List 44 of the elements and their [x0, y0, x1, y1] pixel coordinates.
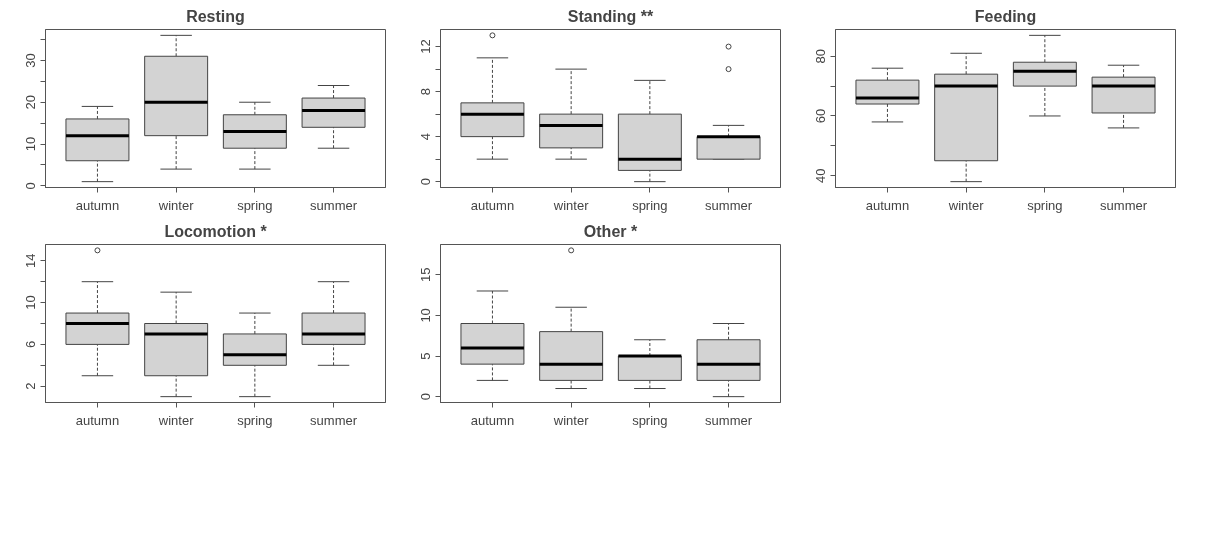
chart-title: Resting — [186, 7, 245, 25]
chart-title: Standing ** — [567, 7, 654, 25]
x-tick-label: spring — [632, 412, 668, 428]
chart-title: Feeding — [974, 7, 1037, 25]
y-tick-label: 14 — [23, 253, 39, 269]
y-tick-label: 12 — [418, 39, 434, 54]
x-tick-label: spring — [632, 197, 668, 213]
chart-title: Other * — [583, 222, 638, 240]
y-tick-label: 2 — [23, 382, 39, 390]
x-tick-label: spring — [1027, 197, 1063, 213]
x-tick-label: autumn — [470, 197, 515, 213]
x-tick-label: summer — [310, 412, 358, 428]
y-tick-label: 6 — [23, 340, 39, 349]
x-tick-label: summer — [310, 197, 358, 213]
y-tick-label: 10 — [23, 295, 39, 310]
y-tick-label: 0 — [418, 178, 434, 186]
x-tick-label: winter — [157, 412, 195, 428]
x-tick-label: summer — [705, 412, 753, 428]
y-tick-label: 5 — [418, 352, 434, 360]
x-tick-label: autumn — [75, 197, 120, 213]
x-tick-label: winter — [157, 197, 195, 213]
y-tick-label: 8 — [418, 88, 434, 96]
x-tick-label: summer — [1100, 197, 1148, 213]
x-tick-label: summer — [705, 197, 753, 213]
y-tick-label: 10 — [418, 308, 434, 323]
x-tick-label: autumn — [865, 197, 910, 213]
x-tick-label: spring — [237, 197, 273, 213]
x-tick-label: autumn — [75, 412, 120, 428]
y-tick-label: 80 — [813, 49, 829, 64]
y-tick-label: 4 — [418, 133, 434, 141]
y-tick-label: 0 — [418, 393, 434, 401]
y-tick-label: 30 — [23, 53, 39, 68]
y-tick-label: 10 — [23, 136, 39, 152]
y-tick-label: 60 — [813, 108, 829, 124]
x-tick-label: autumn — [470, 412, 515, 428]
x-tick-label: winter — [552, 412, 590, 428]
y-tick-label: 0 — [23, 182, 39, 190]
y-tick-label: 15 — [418, 267, 434, 282]
x-tick-label: spring — [237, 412, 273, 428]
x-tick-label: winter — [552, 197, 590, 213]
y-tick-label: 20 — [23, 94, 39, 110]
x-tick-label: winter — [947, 197, 985, 213]
chart-title: Locomotion * — [164, 222, 268, 240]
y-tick-label: 40 — [813, 168, 829, 183]
